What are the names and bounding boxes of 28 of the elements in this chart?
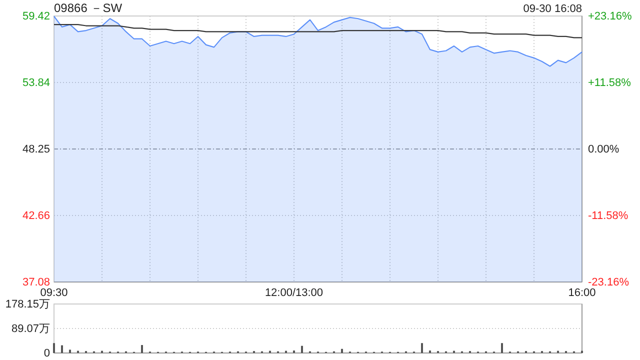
y-tick-label: 0 [44, 348, 50, 360]
bar [501, 343, 503, 353]
bar [421, 343, 423, 353]
y-tick-label: 89.07万 [11, 323, 50, 336]
y2-tick-label: -23.16% [588, 276, 630, 289]
bar [301, 346, 303, 353]
line-series [53, 16, 583, 67]
bar [53, 343, 55, 353]
text: 09-30 16:08 [523, 3, 582, 15]
chart-title: 09866 －SW [54, 1, 123, 15]
bar [341, 348, 343, 353]
bar [61, 345, 63, 353]
y-tick-label: 59.42 [22, 10, 50, 23]
y-tick-label: 37.08 [22, 276, 50, 289]
y-tick-label: 53.84 [22, 76, 50, 89]
y-tick-label: 42.66 [22, 210, 50, 222]
y2-tick-label: -11.58% [588, 210, 628, 222]
y2-tick-label: 0.00% [588, 144, 620, 156]
x-tick-label: 09:30 [40, 286, 68, 299]
line-series [53, 24, 583, 38]
bar [141, 345, 143, 353]
y2-tick-label: +23.16% [588, 10, 632, 23]
bar [69, 350, 71, 353]
y2-tick-label: +11.58% [588, 77, 632, 90]
y-tick-label: 48.25 [22, 144, 50, 156]
x-tick-label: 16:00 [568, 286, 596, 299]
x-tick-label: 12:00/13:00 [264, 286, 324, 299]
y-tick-label: 178.15万 [5, 298, 50, 311]
